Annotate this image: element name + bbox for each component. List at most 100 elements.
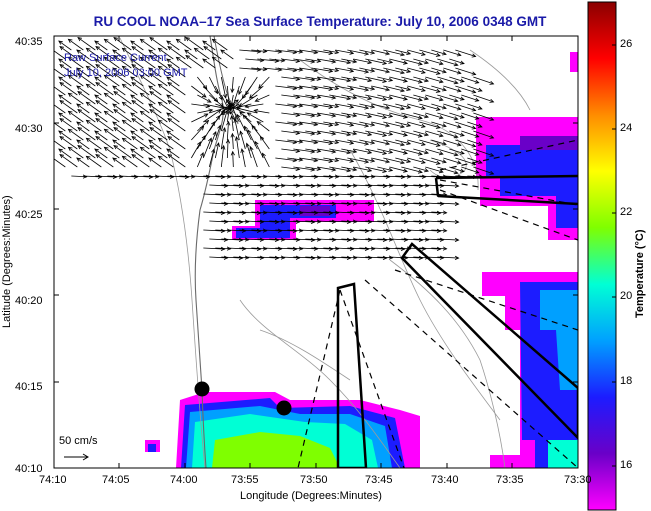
current-vector-head [256,246,262,251]
current-vector [329,130,351,136]
current-vector-head [417,61,423,66]
current-vector [323,121,339,126]
current-vector-head [67,38,73,44]
current-vector [335,67,354,72]
current-vector [425,238,444,241]
current-vector [281,130,300,134]
current-vector [140,129,156,141]
current-vector-head [471,125,477,130]
current-vector [287,247,303,250]
current-vector-head [367,255,373,260]
current-vector [467,139,482,146]
current-vector-head [349,86,355,91]
current-vector [383,175,405,178]
current-vector [335,139,354,144]
current-vector [191,85,207,98]
current-vector [58,112,72,123]
current-vector [431,85,447,91]
current-vector [431,157,447,163]
current-vector-head [474,97,480,102]
current-vector-head [139,56,145,62]
current-vector [149,37,168,51]
current-vector [275,175,297,178]
current-vector-head [298,157,304,162]
current-vector [383,121,405,128]
current-vector-head [439,237,445,242]
current-vector [383,193,405,196]
current-vector [425,76,444,83]
current-vector [158,120,174,132]
current-vector-head [262,210,268,215]
current-vector [305,166,321,170]
current-vector-head [95,82,100,87]
current-vector-head [435,52,441,57]
current-vector [443,103,461,110]
current-vector-head [439,201,445,206]
current-vector-head [220,210,226,215]
current-vector-head [489,80,495,85]
current-vector [149,55,168,69]
current-vector-head [346,255,352,260]
current-vector [359,193,375,196]
current-vector [203,193,225,196]
current-vector-head [417,169,423,174]
current-vector-head [77,127,82,132]
current-vector-head [385,246,391,251]
current-vector [167,82,186,96]
current-vector [251,67,267,70]
current-vector-head [157,83,163,89]
current-vector [275,85,297,89]
current-vector [389,184,408,187]
current-vector-head [85,83,91,89]
current-vector [365,202,387,205]
current-vector [131,175,153,178]
current-vector-head [76,103,81,108]
current-vector-head [328,210,334,215]
current-vector [214,125,221,141]
current-vector-head [385,192,391,197]
current-vector-head [295,237,301,242]
colorbar [587,1,617,511]
current-vector-head [246,112,252,117]
current-vector [239,247,261,250]
current-vector-head [328,158,334,163]
current-vector [236,114,246,132]
current-vector-head [489,170,495,175]
current-vector-head [139,110,145,116]
current-vector-head [166,40,171,45]
current-vector [130,112,144,123]
current-vector-head [211,148,216,154]
current-vector-head [400,192,406,197]
current-vector [383,103,405,110]
current-vector [371,67,390,73]
current-vector-head [388,219,394,224]
current-vector-head [202,58,207,63]
current-vector-head [406,228,412,233]
current-vector-head [67,74,73,80]
current-vector-head [211,121,216,126]
current-vector-head [238,255,244,260]
current-vector [407,193,426,196]
current-vector-head [442,210,448,215]
current-vector-head [251,124,256,130]
current-vector [377,76,393,81]
current-vector-head [58,58,63,63]
current-vector [437,184,459,187]
current-vector [293,202,315,205]
bathymetry-contour [469,49,531,111]
current-vector [68,129,84,141]
current-vector [323,157,339,162]
current-vector-head [477,105,483,110]
current-vector [287,103,303,107]
current-vector-head [403,60,408,65]
current-vector [353,202,372,205]
current-vector [281,148,300,152]
sector-boundary [339,289,405,468]
current-vector [293,130,315,135]
current-vector [227,247,246,250]
current-vector-head [139,146,145,152]
current-vector-head [424,78,429,83]
current-vector [179,175,195,178]
current-vector-head [424,60,429,65]
current-vector-head [112,121,117,126]
